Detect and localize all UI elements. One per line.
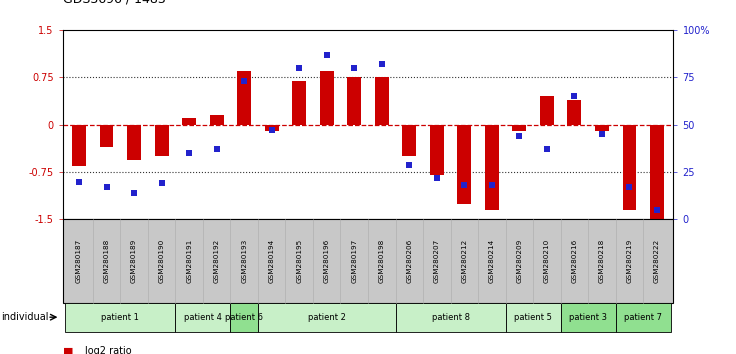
- Text: patient 8: patient 8: [431, 313, 470, 322]
- Text: patient 5: patient 5: [514, 313, 552, 322]
- Text: GSM280222: GSM280222: [654, 239, 660, 283]
- Text: patient 2: patient 2: [308, 313, 346, 322]
- Bar: [540, 96, 553, 125]
- Text: GSM280212: GSM280212: [461, 239, 467, 283]
- Text: GSM280197: GSM280197: [351, 239, 357, 283]
- Point: [321, 52, 333, 58]
- Bar: [567, 99, 581, 125]
- Text: GSM280206: GSM280206: [406, 239, 412, 283]
- Point: [596, 131, 608, 137]
- Bar: [292, 81, 306, 125]
- Point: [238, 78, 250, 84]
- Text: GSM280196: GSM280196: [324, 239, 330, 283]
- Bar: [127, 125, 141, 160]
- Bar: [265, 125, 278, 131]
- Bar: [99, 125, 113, 147]
- Text: GSM280189: GSM280189: [131, 239, 137, 283]
- Point: [101, 184, 113, 190]
- Text: patient 1: patient 1: [102, 313, 139, 322]
- Bar: [458, 125, 471, 204]
- Text: individual: individual: [1, 312, 49, 322]
- Text: GSM280216: GSM280216: [571, 239, 577, 283]
- Bar: [183, 119, 196, 125]
- Point: [73, 179, 85, 184]
- Point: [376, 61, 388, 67]
- Point: [266, 128, 277, 133]
- Bar: [210, 115, 224, 125]
- Point: [348, 65, 360, 71]
- Bar: [237, 71, 251, 125]
- Text: GSM280209: GSM280209: [517, 239, 523, 283]
- Bar: [623, 125, 637, 210]
- Text: GDS3696 / 1483: GDS3696 / 1483: [63, 0, 166, 5]
- Bar: [403, 125, 416, 156]
- Bar: [430, 125, 444, 175]
- Point: [514, 133, 526, 139]
- Text: GSM280187: GSM280187: [76, 239, 82, 283]
- Text: GSM280195: GSM280195: [296, 239, 302, 283]
- Text: GSM280198: GSM280198: [379, 239, 385, 283]
- Text: GSM280194: GSM280194: [269, 239, 275, 283]
- Point: [183, 150, 195, 156]
- Point: [128, 190, 140, 196]
- Text: patient 7: patient 7: [624, 313, 662, 322]
- Text: patient 6: patient 6: [225, 313, 263, 322]
- Point: [651, 207, 663, 213]
- Text: GSM280188: GSM280188: [104, 239, 110, 283]
- Text: GSM280190: GSM280190: [159, 239, 165, 283]
- Text: log2 ratio: log2 ratio: [85, 346, 131, 354]
- Text: GSM280218: GSM280218: [599, 239, 605, 283]
- Text: GSM280210: GSM280210: [544, 239, 550, 283]
- Text: patient 3: patient 3: [569, 313, 607, 322]
- Text: GSM280193: GSM280193: [241, 239, 247, 283]
- Text: GSM280192: GSM280192: [213, 239, 219, 283]
- Bar: [650, 125, 664, 219]
- Bar: [512, 125, 526, 131]
- Text: GSM280191: GSM280191: [186, 239, 192, 283]
- Bar: [595, 125, 609, 131]
- Text: GSM280207: GSM280207: [434, 239, 440, 283]
- Point: [623, 184, 635, 190]
- Point: [541, 147, 553, 152]
- Bar: [347, 78, 361, 125]
- Point: [156, 181, 168, 186]
- Text: GSM280219: GSM280219: [626, 239, 632, 283]
- Point: [459, 183, 470, 188]
- Bar: [375, 78, 389, 125]
- Bar: [155, 125, 169, 156]
- Point: [403, 162, 415, 167]
- Point: [210, 147, 222, 152]
- Text: patient 4: patient 4: [184, 313, 222, 322]
- Bar: [72, 125, 86, 166]
- Point: [431, 175, 442, 181]
- Text: GSM280214: GSM280214: [489, 239, 495, 283]
- Point: [486, 183, 498, 188]
- Text: ■: ■: [63, 346, 73, 354]
- Point: [568, 93, 580, 99]
- Bar: [320, 71, 333, 125]
- Point: [294, 65, 305, 71]
- Bar: [485, 125, 499, 210]
